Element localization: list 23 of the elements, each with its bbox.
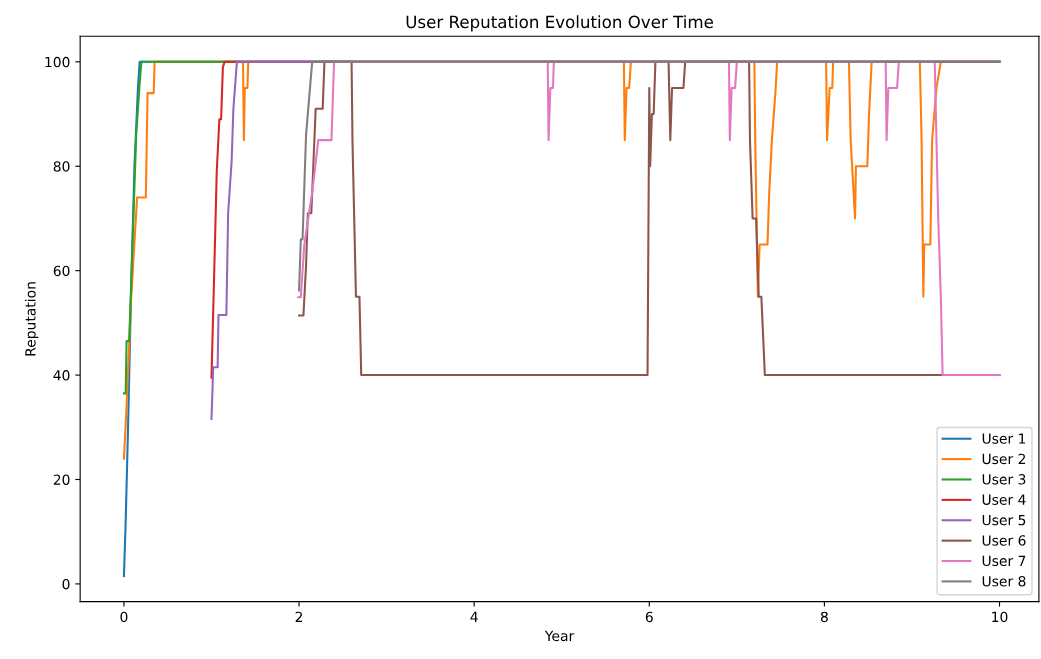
- y-tick-label: 20: [53, 474, 70, 485]
- x-tick-label: 10: [992, 611, 1008, 623]
- legend-label: User 8: [982, 575, 1026, 587]
- x-tick-label: 4: [470, 611, 478, 622]
- legend-label: User 3: [982, 474, 1026, 485]
- chart-title: User Reputation Evolution Over Time: [406, 15, 713, 32]
- y-tick-label: 0: [62, 578, 70, 590]
- y-tick-label: 80: [53, 161, 70, 172]
- legend-label: User 7: [982, 555, 1026, 567]
- x-tick-label: 2: [295, 611, 303, 622]
- y-tick-label: 100: [45, 56, 70, 68]
- x-tick-label: 8: [820, 611, 828, 623]
- legend-label: User 2: [982, 453, 1026, 465]
- legend-label: User 6: [982, 535, 1026, 546]
- x-tick-label: 0: [120, 611, 128, 623]
- x-tick-label: 6: [645, 611, 653, 623]
- y-tick-label: 60: [53, 265, 70, 277]
- x-axis-title: Year: [544, 630, 575, 642]
- legend-label: User 4: [982, 494, 1026, 505]
- y-tick-label: 40: [53, 370, 70, 381]
- legend-label: User 5: [982, 514, 1026, 526]
- legend-label: User 1: [982, 433, 1026, 444]
- y-axis-title: Reputation: [24, 282, 39, 356]
